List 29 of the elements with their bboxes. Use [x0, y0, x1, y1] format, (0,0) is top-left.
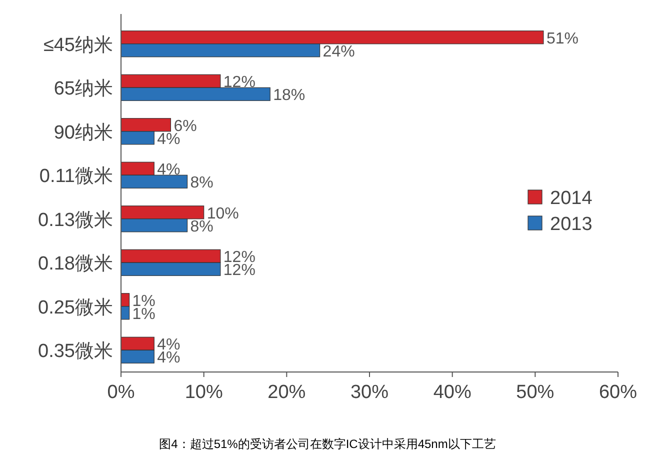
x-tick-label: 40%	[433, 382, 472, 403]
data-label: 4%	[157, 130, 180, 148]
legend-label: 2014	[550, 188, 593, 209]
legend-label: 2013	[550, 214, 592, 235]
y-tick-label: 0.18微米	[38, 254, 113, 275]
x-tick-label: 0%	[107, 382, 135, 403]
y-tick-label: 0.35微米	[38, 341, 113, 362]
caption: 图4：超过51%的受访者公司在数字IC设计中采用45nm以下工艺	[159, 437, 496, 451]
y-tick-label: ≤45纳米	[43, 34, 113, 56]
data-label: 12%	[223, 262, 256, 280]
y-tick-label: 0.25微米	[38, 297, 113, 318]
data-label: 4%	[157, 162, 180, 179]
data-label: 12%	[223, 74, 256, 92]
data-label: 8%	[190, 174, 214, 192]
data-label: 1%	[132, 306, 156, 323]
y-tick-label: 65纳米	[54, 78, 113, 100]
x-tick-label: 50%	[516, 382, 554, 403]
y-tick-label: 0.13微米	[38, 210, 113, 231]
data-label: 8%	[190, 218, 214, 236]
x-tick-label: 20%	[268, 382, 306, 403]
data-label: 24%	[322, 43, 355, 60]
data-label: 4%	[157, 350, 180, 367]
y-tick-label: 90纳米	[54, 122, 113, 144]
data-label: 18%	[273, 87, 306, 104]
data-label: 51%	[546, 30, 578, 48]
x-tick-label: 10%	[184, 382, 223, 403]
y-tick-label: 0.11微米	[39, 166, 113, 188]
x-tick-label: 60%	[598, 382, 638, 403]
x-tick-label: 30%	[350, 382, 389, 403]
